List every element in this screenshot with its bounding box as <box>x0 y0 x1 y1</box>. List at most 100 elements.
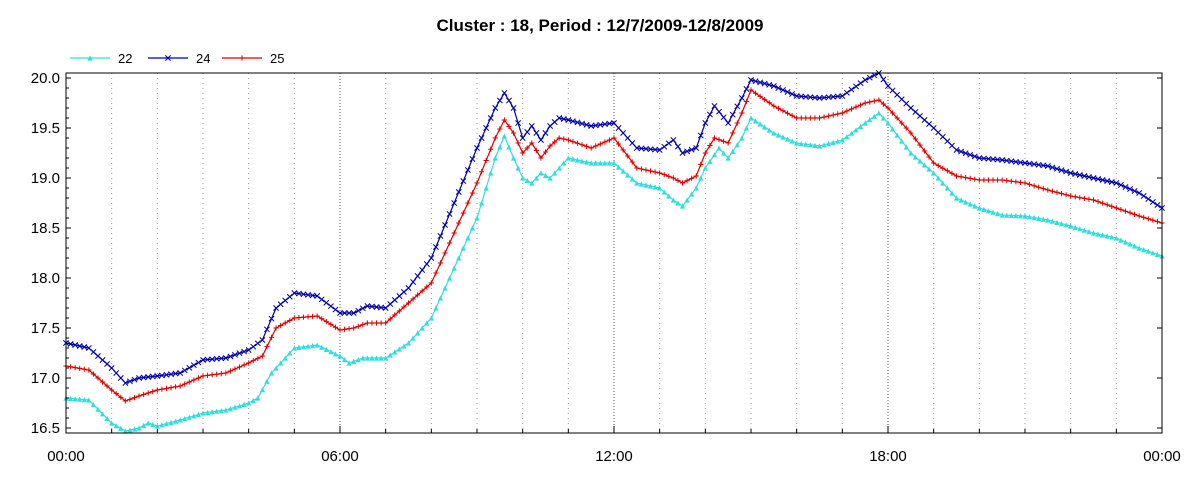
series-point <box>848 106 855 112</box>
series-point <box>898 96 905 103</box>
series-point <box>912 154 918 160</box>
series-point <box>428 280 434 286</box>
series-point <box>542 149 549 155</box>
series-point <box>1063 192 1069 198</box>
series-point <box>515 120 522 126</box>
series-point <box>972 203 978 209</box>
series-point <box>478 169 485 175</box>
series-point <box>86 367 92 373</box>
series-point <box>565 117 572 123</box>
series-point <box>273 325 279 331</box>
series-22 <box>63 110 1165 434</box>
series-point <box>949 190 955 196</box>
series-point <box>410 279 417 285</box>
series-point <box>711 103 718 109</box>
series-point <box>780 108 786 114</box>
series-point <box>1026 181 1033 187</box>
series-point <box>593 143 599 149</box>
series-point <box>204 372 211 378</box>
series-point <box>163 421 170 427</box>
series-point <box>985 177 992 183</box>
y-tick-label: 20.0 <box>31 70 60 87</box>
series-point <box>560 116 567 122</box>
series-point <box>87 55 93 61</box>
series-point <box>1058 191 1065 197</box>
series-point <box>1099 177 1106 183</box>
series-point <box>1104 178 1111 184</box>
series-point <box>529 140 535 146</box>
series-point <box>748 87 754 93</box>
series-point <box>999 177 1005 183</box>
series-point <box>506 97 512 104</box>
series-point <box>239 55 245 61</box>
series-point <box>446 211 453 217</box>
series-point <box>95 406 101 412</box>
series-point <box>958 197 964 203</box>
series-point <box>182 381 188 387</box>
series-point <box>328 349 334 355</box>
grid <box>111 73 1117 433</box>
series-point <box>223 407 229 413</box>
series-point <box>711 152 718 158</box>
series-point <box>611 160 617 166</box>
series-point <box>976 177 982 183</box>
series-point <box>1100 232 1106 238</box>
series-point <box>163 385 170 391</box>
series-point <box>835 138 841 144</box>
series-point <box>752 78 759 85</box>
series-point <box>698 175 704 181</box>
y-tick-label: 16.5 <box>31 420 60 437</box>
series-point <box>109 387 115 393</box>
series-point <box>912 136 918 142</box>
series-point <box>1008 178 1014 184</box>
series-point <box>145 390 151 396</box>
series-point <box>177 417 183 423</box>
series-point <box>798 115 804 121</box>
series-point <box>1122 239 1129 245</box>
series-point <box>305 314 311 320</box>
series-point <box>643 182 649 188</box>
series-point <box>346 310 353 316</box>
series-point <box>615 125 622 131</box>
series-point <box>273 305 280 311</box>
series-point <box>930 125 937 131</box>
series-point <box>958 148 965 155</box>
series-point <box>332 306 339 313</box>
series-point <box>771 103 777 109</box>
series-point <box>159 422 165 428</box>
series-point <box>684 178 690 184</box>
series-point <box>360 355 366 361</box>
series-point <box>181 367 188 374</box>
series-point <box>880 115 887 121</box>
series-point <box>844 108 850 114</box>
series-point <box>510 105 517 111</box>
series-point <box>926 166 932 172</box>
series-point <box>250 358 256 364</box>
series-point <box>885 120 891 126</box>
series-point <box>903 125 909 131</box>
series-point <box>1013 179 1019 185</box>
series-point <box>752 118 759 124</box>
series-point <box>716 108 722 115</box>
series-point <box>656 147 663 153</box>
series-point <box>876 110 882 116</box>
series-point <box>145 420 151 426</box>
series-point <box>287 350 293 356</box>
series-point <box>843 89 850 96</box>
series-point <box>620 168 626 174</box>
series-point <box>542 130 549 136</box>
series-point <box>739 135 745 141</box>
series-point <box>939 133 946 140</box>
series-point <box>483 185 489 191</box>
series-point <box>1031 183 1037 189</box>
series-point <box>405 340 412 346</box>
series-point <box>1045 217 1051 223</box>
series-point <box>520 150 526 156</box>
series-point <box>844 134 850 140</box>
series-point <box>1118 207 1124 213</box>
series-point <box>963 175 969 181</box>
series-point <box>323 346 329 352</box>
series-line <box>65 72 1163 384</box>
series-point <box>419 325 425 331</box>
series-point <box>1036 184 1042 190</box>
